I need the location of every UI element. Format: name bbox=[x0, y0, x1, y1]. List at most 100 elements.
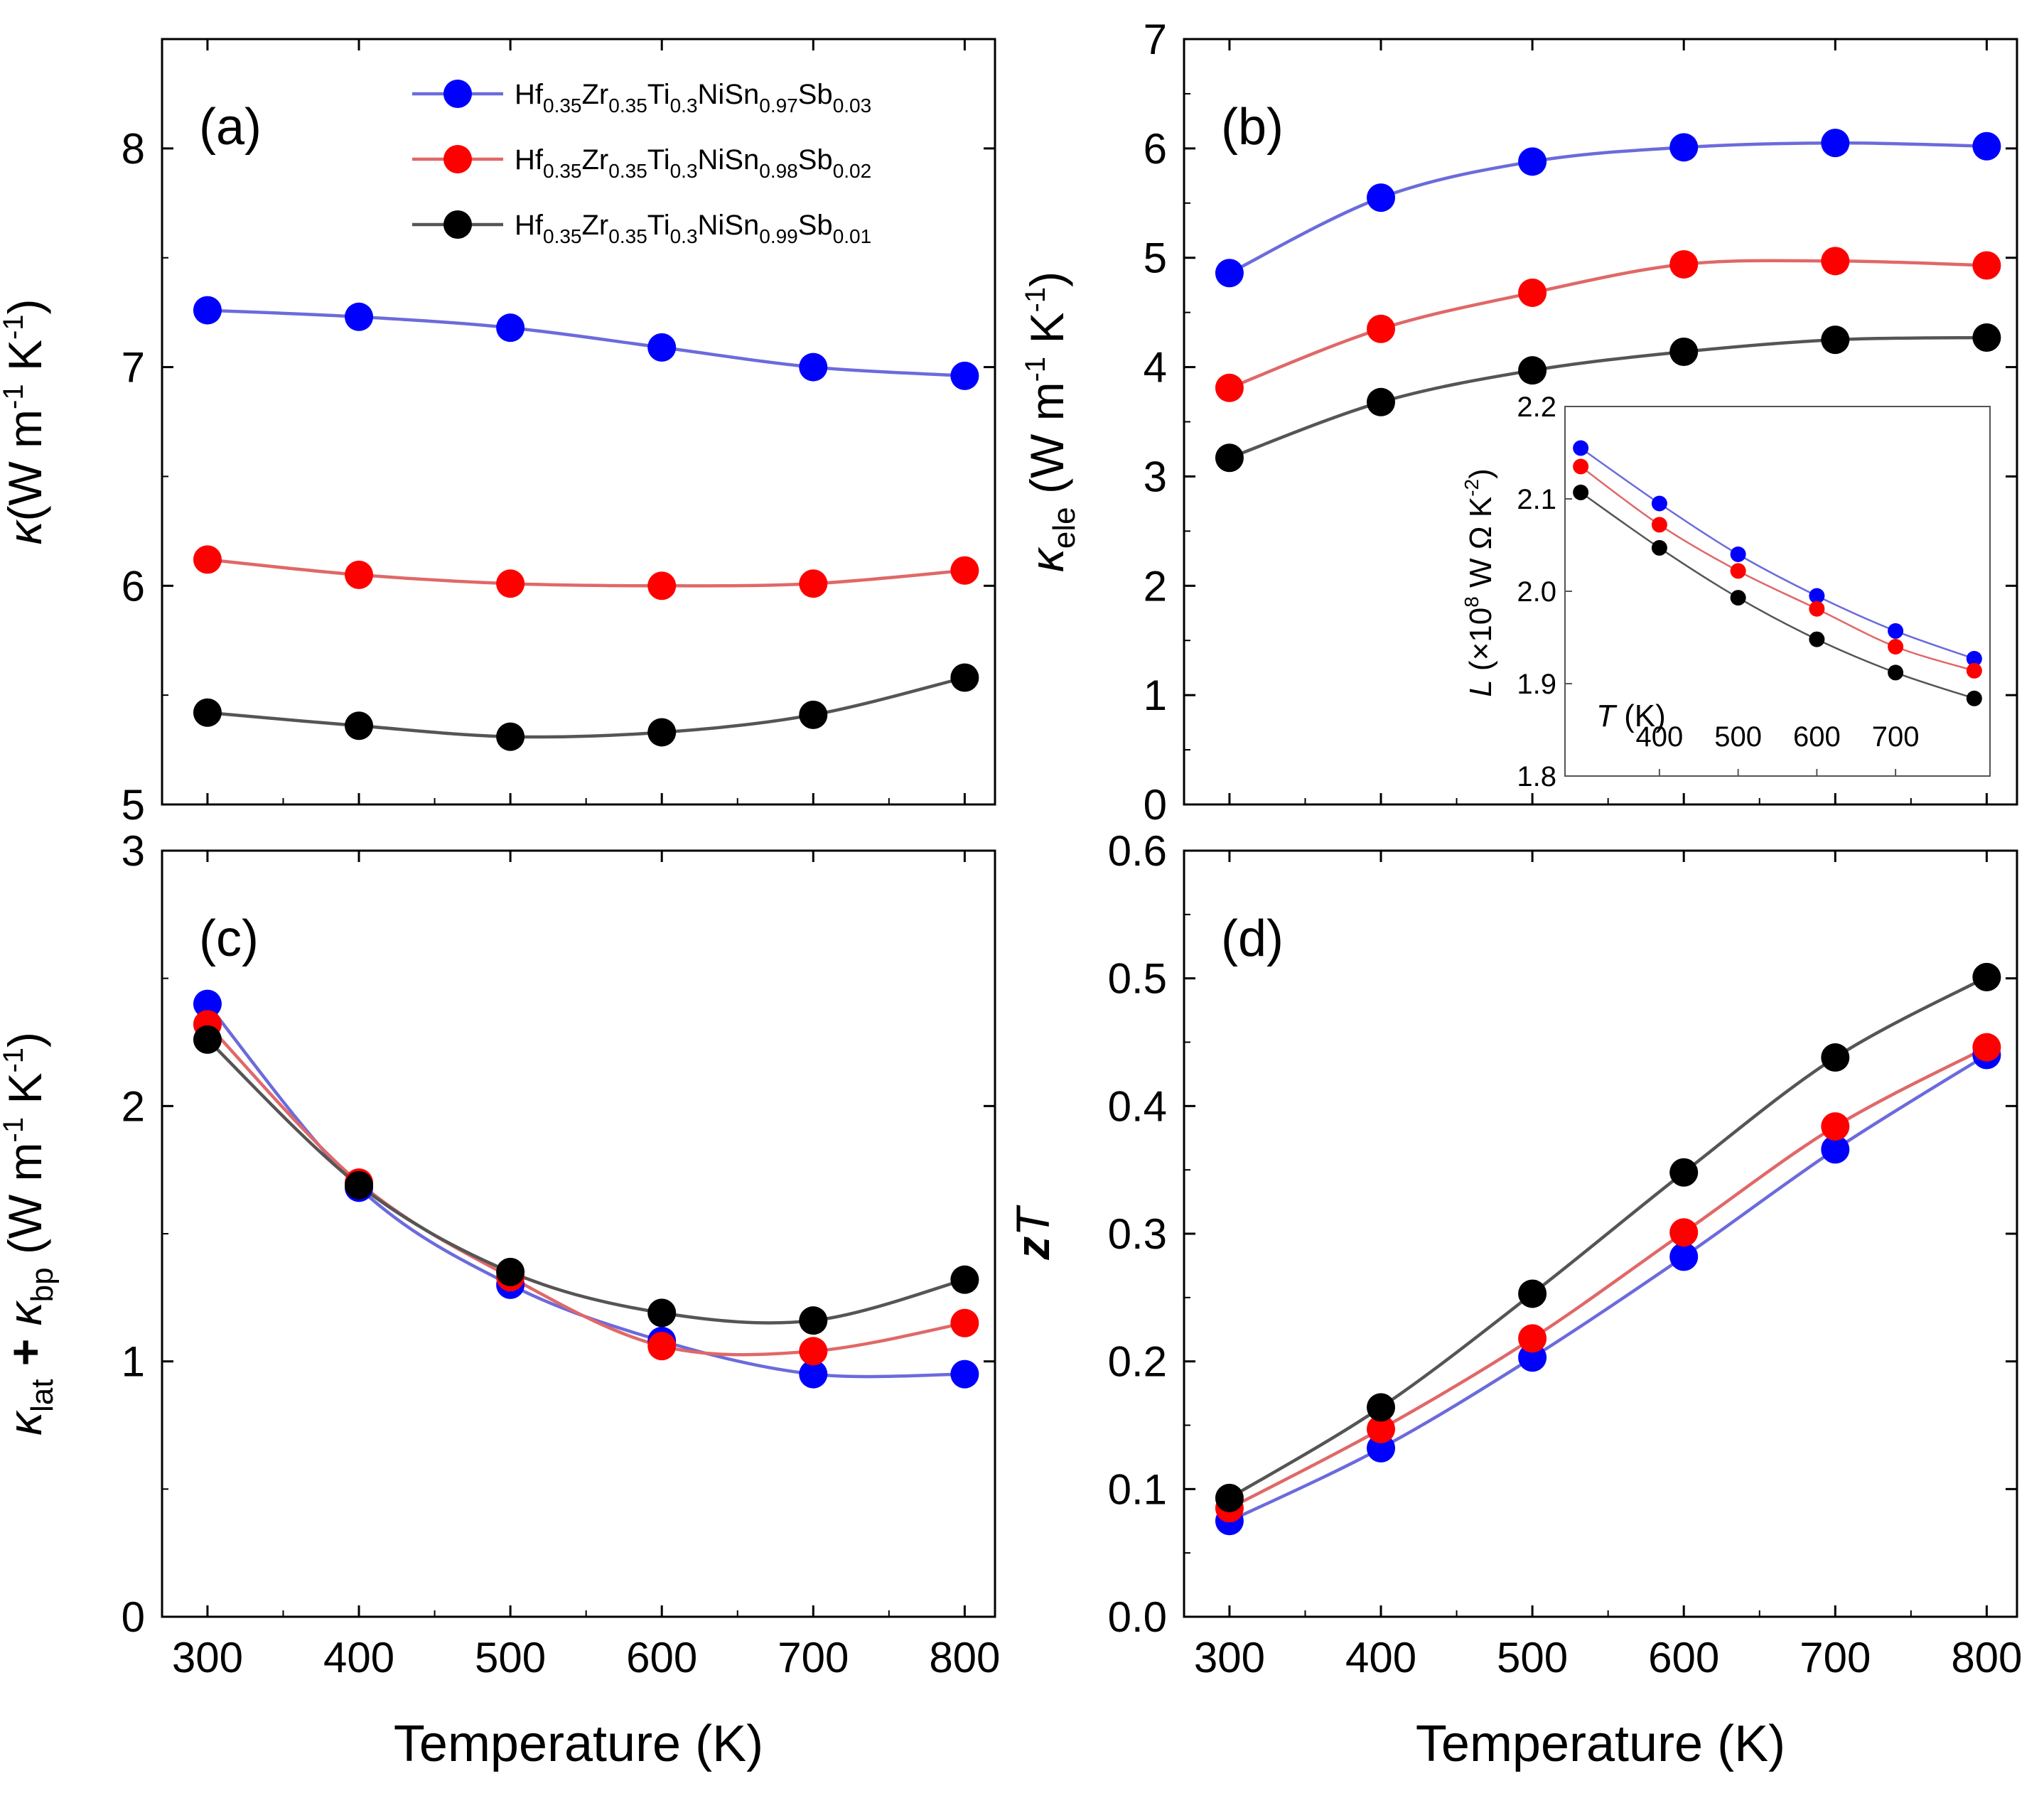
inset-point-red bbox=[1966, 662, 1982, 679]
data-point-blue bbox=[799, 1359, 828, 1389]
data-point-red bbox=[1972, 251, 2001, 280]
data-point-blue bbox=[193, 989, 222, 1018]
data-point-black bbox=[496, 722, 525, 751]
data-point-black bbox=[647, 718, 677, 747]
y-tick-label: 0.5 bbox=[1108, 955, 1167, 1003]
data-point-red bbox=[1215, 373, 1244, 402]
x-tick-label: 600 bbox=[626, 1634, 697, 1681]
inset-point-red bbox=[1573, 458, 1589, 475]
inset-y-tick-label: 2.0 bbox=[1517, 576, 1556, 608]
data-point-black bbox=[950, 663, 979, 692]
data-point-red bbox=[799, 569, 828, 598]
series-line-red bbox=[206, 1023, 965, 1357]
y-tick-label: 1 bbox=[1144, 672, 1167, 719]
inset-x-tick-label: 700 bbox=[1872, 721, 1920, 753]
x-tick-label: 700 bbox=[1800, 1634, 1871, 1681]
data-point-red bbox=[1367, 1414, 1396, 1443]
inset-point-blue bbox=[1573, 440, 1589, 456]
inset-point-black bbox=[1888, 664, 1904, 681]
data-point-black bbox=[1972, 962, 2001, 991]
panel-label: (b) bbox=[1221, 99, 1284, 156]
x-tick-label: 300 bbox=[1194, 1634, 1265, 1681]
y-tick-label: 6 bbox=[122, 562, 145, 610]
legend-marker-red bbox=[443, 145, 472, 173]
data-point-red bbox=[1367, 314, 1396, 343]
inset-point-black bbox=[1730, 590, 1746, 606]
x-tick-label: 400 bbox=[323, 1634, 394, 1681]
data-point-black bbox=[1367, 1393, 1396, 1422]
data-point-red bbox=[799, 1337, 828, 1366]
inset-point-red bbox=[1651, 517, 1667, 533]
x-tick-label: 300 bbox=[172, 1634, 243, 1681]
inset-point-black bbox=[1966, 690, 1982, 706]
data-point-red bbox=[1669, 249, 1699, 279]
data-point-blue bbox=[496, 313, 525, 343]
data-point-red bbox=[1972, 1033, 2001, 1062]
data-point-black bbox=[799, 1306, 828, 1335]
data-point-black bbox=[1215, 1483, 1244, 1512]
data-point-blue bbox=[1367, 183, 1396, 212]
y-tick-label: 2 bbox=[122, 1082, 145, 1130]
legend: Hf0.35Zr0.35Ti0.3NiSn0.97Sb0.03 Hf0.35Zr0… bbox=[412, 79, 871, 247]
data-point-black bbox=[193, 698, 222, 727]
inset-y-tick-label: 1.9 bbox=[1517, 669, 1556, 700]
y-tick-label: 0.6 bbox=[1108, 827, 1167, 875]
y-tick-label: 0 bbox=[122, 1593, 145, 1641]
panel-label: (d) bbox=[1221, 910, 1284, 967]
series-line-black bbox=[1228, 975, 1988, 1499]
y-tick-label: 7 bbox=[1144, 16, 1167, 63]
panel-d: 300 400 500 600 700 800 0.0 0.1 0.2 0.3 0.4 0.5 0.6 (… bbox=[1006, 827, 2022, 1772]
x-tick-label: 500 bbox=[475, 1634, 546, 1681]
data-point-red bbox=[950, 556, 979, 585]
data-point-blue bbox=[193, 296, 222, 325]
data-point-black bbox=[345, 1170, 374, 1200]
y-tick-label: 0 bbox=[1144, 781, 1167, 829]
data-point-black bbox=[647, 1298, 677, 1328]
y-tick-label: 0.0 bbox=[1108, 1593, 1167, 1641]
data-point-blue bbox=[1972, 131, 2001, 161]
data-point-black bbox=[1518, 356, 1547, 385]
data-point-black bbox=[1215, 443, 1244, 473]
inset-y-tick-label: 2.1 bbox=[1517, 484, 1556, 515]
y-tick-label: 2 bbox=[1144, 562, 1167, 610]
data-point-red bbox=[496, 569, 525, 598]
inset-y-tick-label: 1.8 bbox=[1517, 761, 1556, 792]
data-point-black bbox=[193, 1025, 222, 1054]
y-axis-title: κele (W m-1 K-1) bbox=[1020, 271, 1082, 572]
data-point-blue bbox=[647, 333, 677, 362]
plot-frame bbox=[161, 849, 996, 1618]
data-point-black bbox=[799, 700, 828, 729]
series-line-red bbox=[1229, 259, 1987, 389]
data-point-red bbox=[1518, 278, 1547, 307]
data-point-black bbox=[496, 1257, 525, 1286]
x-axis-title: Temperature (K) bbox=[394, 1716, 763, 1772]
inset-point-black bbox=[1573, 484, 1589, 500]
x-tick-label: 700 bbox=[778, 1634, 849, 1681]
y-tick-label: 0.2 bbox=[1108, 1338, 1167, 1386]
inset-point-blue bbox=[1966, 650, 1982, 667]
data-point-blue bbox=[1215, 259, 1244, 288]
plot-frame bbox=[1183, 849, 2018, 1618]
inset-point-red bbox=[1730, 563, 1746, 579]
data-point-red bbox=[1821, 247, 1850, 276]
inset-x-title: T (K) bbox=[1596, 699, 1666, 733]
data-point-black bbox=[1518, 1279, 1547, 1308]
x-tick-label: 800 bbox=[1951, 1634, 2022, 1681]
data-point-black bbox=[1367, 387, 1396, 416]
data-point-black bbox=[1669, 1158, 1699, 1187]
y-tick-label: 8 bbox=[122, 125, 145, 173]
x-axis-title: Temperature (K) bbox=[1416, 1716, 1785, 1772]
inset-point-black bbox=[1809, 631, 1825, 647]
data-point-blue bbox=[1669, 1242, 1699, 1271]
inset-x-tick-label: 600 bbox=[1793, 721, 1841, 753]
x-tick-label: 600 bbox=[1648, 1634, 1719, 1681]
y-axis-title: κ(W m-1 K-1) bbox=[0, 298, 51, 544]
data-point-blue bbox=[799, 352, 828, 382]
data-point-blue bbox=[950, 1359, 979, 1389]
series-line-red bbox=[207, 558, 965, 588]
data-point-blue bbox=[1669, 133, 1699, 162]
y-tick-label: 5 bbox=[122, 781, 145, 829]
legend-label: Hf0.35Zr0.35Ti0.3NiSn0.97Sb0.03 bbox=[515, 79, 871, 117]
data-point-black bbox=[1972, 323, 2001, 352]
